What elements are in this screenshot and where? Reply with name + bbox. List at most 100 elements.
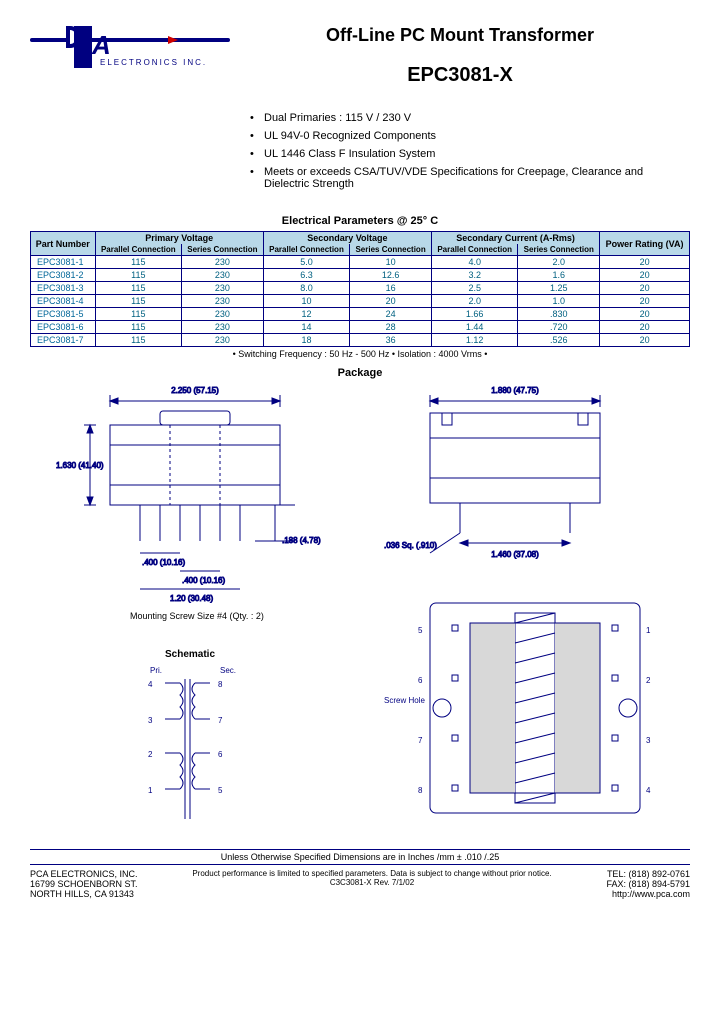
col-secondary-i: Secondary Current (A-Rms) xyxy=(431,232,599,245)
data-cell: 115 xyxy=(95,295,181,308)
data-cell: 230 xyxy=(182,256,264,269)
data-cell: 230 xyxy=(182,334,264,347)
data-cell: 24 xyxy=(350,308,432,321)
data-cell: 28 xyxy=(350,321,432,334)
logo-letter: A xyxy=(92,30,111,61)
data-cell: 20 xyxy=(600,295,690,308)
data-cell: 5.0 xyxy=(263,256,349,269)
data-cell: 1.6 xyxy=(518,269,600,282)
data-cell: 14 xyxy=(263,321,349,334)
part-cell: EPC3081-6 xyxy=(31,321,96,334)
part-cell: EPC3081-5 xyxy=(31,308,96,321)
pin-num: 7 xyxy=(418,736,423,745)
pin-label: 6 xyxy=(218,750,223,759)
dim-row-span: 1.460 (37.08) xyxy=(491,550,539,559)
pin-label: 3 xyxy=(148,716,153,725)
dim-span: 1.20 (30.48) xyxy=(170,594,213,603)
table-row: EPC3081-711523018361.12.52620 xyxy=(31,334,690,347)
data-cell: 16 xyxy=(350,282,432,295)
data-cell: .526 xyxy=(518,334,600,347)
data-cell: 230 xyxy=(182,269,264,282)
data-cell: 20 xyxy=(350,295,432,308)
pin-label: 7 xyxy=(218,716,223,725)
sub-parallel: Parallel Connection xyxy=(431,244,517,256)
dim-pitch1: .400 (10.16) xyxy=(142,558,185,567)
col-power: Power Rating (VA) xyxy=(600,232,690,256)
feature-item: UL 1446 Class F Insulation System xyxy=(250,148,690,160)
data-cell: 10 xyxy=(263,295,349,308)
data-cell: 115 xyxy=(95,308,181,321)
data-cell: 115 xyxy=(95,269,181,282)
table-row: EPC3081-21152306.312.63.21.620 xyxy=(31,269,690,282)
part-cell: EPC3081-3 xyxy=(31,282,96,295)
col-part: Part Number xyxy=(31,232,96,256)
schematic-title: Schematic xyxy=(165,649,215,660)
pin-num: 6 xyxy=(418,676,423,685)
page-footer: PCA ELECTRONICS, INC. 16799 SCHOENBORN S… xyxy=(30,865,690,899)
pin-num: 5 xyxy=(418,626,423,635)
pin-num: 2 xyxy=(646,676,651,685)
data-cell: 115 xyxy=(95,334,181,347)
feature-item: Meets or exceeds CSA/TUV/VDE Specificati… xyxy=(250,166,690,190)
data-cell: 3.2 xyxy=(431,269,517,282)
feature-list: Dual Primaries : 115 V / 230 V UL 94V-0 … xyxy=(250,112,690,190)
data-cell: 1.66 xyxy=(431,308,517,321)
table-row: EPC3081-411523010202.01.020 xyxy=(31,295,690,308)
doc-title: Off-Line PC Mount Transformer xyxy=(230,25,690,46)
pin-num: 8 xyxy=(418,786,423,795)
data-cell: 20 xyxy=(600,256,690,269)
dim-width-side: 1.880 (47.75) xyxy=(491,386,539,395)
pin-num: 1 xyxy=(646,626,651,635)
dim-pin-ext: .188 (4.78) xyxy=(282,536,321,545)
pin-label: 2 xyxy=(148,750,153,759)
data-cell: 36 xyxy=(350,334,432,347)
sub-series: Series Connection xyxy=(182,244,264,256)
table-row: EPC3081-511523012241.66.83020 xyxy=(31,308,690,321)
data-cell: 20 xyxy=(600,308,690,321)
footer-rev: C3C3081-X Rev. 7/1/02 xyxy=(138,878,607,887)
data-cell: 2.0 xyxy=(431,295,517,308)
mounting-note: Mounting Screw Size #4 (Qty. : 2) xyxy=(130,611,264,621)
data-cell: 1.25 xyxy=(518,282,600,295)
data-cell: 2.0 xyxy=(518,256,600,269)
company-logo: A ELECTRONICS INC. xyxy=(30,20,230,80)
dim-width-front: 2.250 (57.15) xyxy=(171,386,219,395)
sec-label: Sec. xyxy=(220,666,236,675)
data-cell: 20 xyxy=(600,269,690,282)
data-cell: 1.0 xyxy=(518,295,600,308)
data-cell: 1.12 xyxy=(431,334,517,347)
sub-series: Series Connection xyxy=(518,244,600,256)
col-secondary-v: Secondary Voltage xyxy=(263,232,431,245)
package-drawings: 2.250 (57.15) 1.630 (41.40) xyxy=(30,383,690,843)
part-cell: EPC3081-7 xyxy=(31,334,96,347)
data-cell: 230 xyxy=(182,321,264,334)
feature-item: UL 94V-0 Recognized Components xyxy=(250,130,690,142)
table-row: EPC3081-11152305.0104.02.020 xyxy=(31,256,690,269)
footer-url: http://www.pca.com xyxy=(606,889,690,899)
part-cell: EPC3081-1 xyxy=(31,256,96,269)
part-cell: EPC3081-2 xyxy=(31,269,96,282)
pin-num: 3 xyxy=(646,736,651,745)
logo-text: ELECTRONICS INC. xyxy=(100,58,207,67)
footer-fax: FAX: (818) 894-5791 xyxy=(606,879,690,889)
data-cell: 1.44 xyxy=(431,321,517,334)
data-cell: 230 xyxy=(182,308,264,321)
footer-company: PCA ELECTRONICS, INC. xyxy=(30,869,138,879)
sub-parallel: Parallel Connection xyxy=(95,244,181,256)
pin-label: 8 xyxy=(218,680,223,689)
dim-height-front: 1.630 (41.40) xyxy=(56,461,104,470)
sub-parallel: Parallel Connection xyxy=(263,244,349,256)
pri-label: Pri. xyxy=(150,666,162,675)
data-cell: 230 xyxy=(182,295,264,308)
pin-label: 5 xyxy=(218,786,223,795)
data-cell: 18 xyxy=(263,334,349,347)
data-cell: 12.6 xyxy=(350,269,432,282)
part-cell: EPC3081-4 xyxy=(31,295,96,308)
data-cell: 8.0 xyxy=(263,282,349,295)
footer-tel: TEL: (818) 892-0761 xyxy=(606,869,690,879)
data-cell: 20 xyxy=(600,321,690,334)
sub-series: Series Connection xyxy=(350,244,432,256)
data-cell: 20 xyxy=(600,334,690,347)
data-cell: 20 xyxy=(600,282,690,295)
pin-num: 4 xyxy=(646,786,651,795)
